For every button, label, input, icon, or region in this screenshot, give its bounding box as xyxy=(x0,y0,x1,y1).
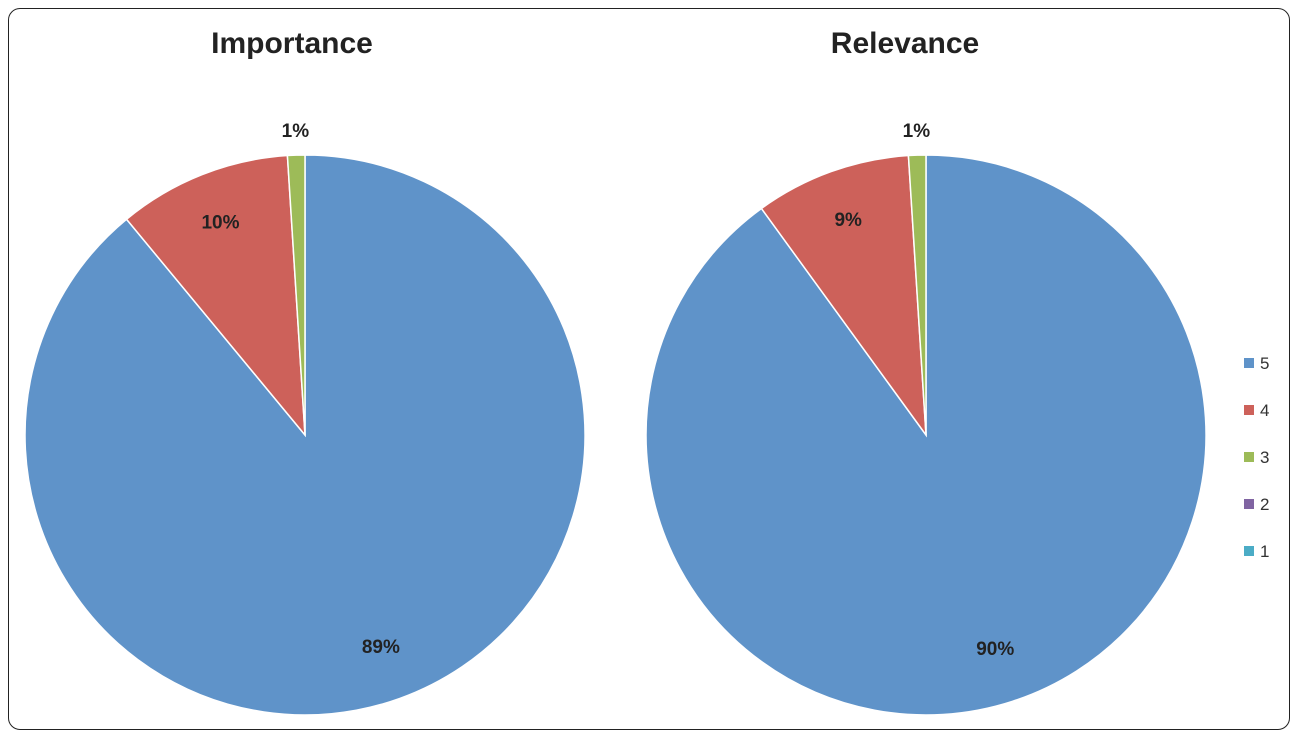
legend-swatch-3 xyxy=(1244,452,1254,462)
legend-swatch-4 xyxy=(1244,405,1254,415)
relevance-slices xyxy=(646,155,1206,715)
data-label-3: 1% xyxy=(282,121,310,142)
legend-swatch-1 xyxy=(1244,546,1254,556)
data-label-5: 90% xyxy=(976,639,1014,660)
chart-title-relevance: Relevance xyxy=(831,27,979,60)
pie-chart-importance: Importance 89% 10% 1% xyxy=(25,27,585,715)
data-label-3: 1% xyxy=(903,121,931,142)
legend: 5 4 3 2 1 xyxy=(1244,354,1269,561)
legend-label-3: 3 xyxy=(1260,448,1269,467)
pie-chart-relevance: Relevance 90% 9% 1% xyxy=(646,27,1206,715)
legend-label-4: 4 xyxy=(1260,401,1269,420)
legend-label-1: 1 xyxy=(1260,542,1269,561)
legend-swatch-5 xyxy=(1244,358,1254,368)
data-label-4: 10% xyxy=(201,213,239,234)
legend-label-5: 5 xyxy=(1260,354,1269,373)
importance-slices xyxy=(25,155,585,715)
data-label-5: 89% xyxy=(362,637,400,658)
chart-title-importance: Importance xyxy=(211,27,373,60)
legend-label-2: 2 xyxy=(1260,495,1269,514)
legend-swatch-2 xyxy=(1244,499,1254,509)
data-label-4: 9% xyxy=(834,210,862,231)
